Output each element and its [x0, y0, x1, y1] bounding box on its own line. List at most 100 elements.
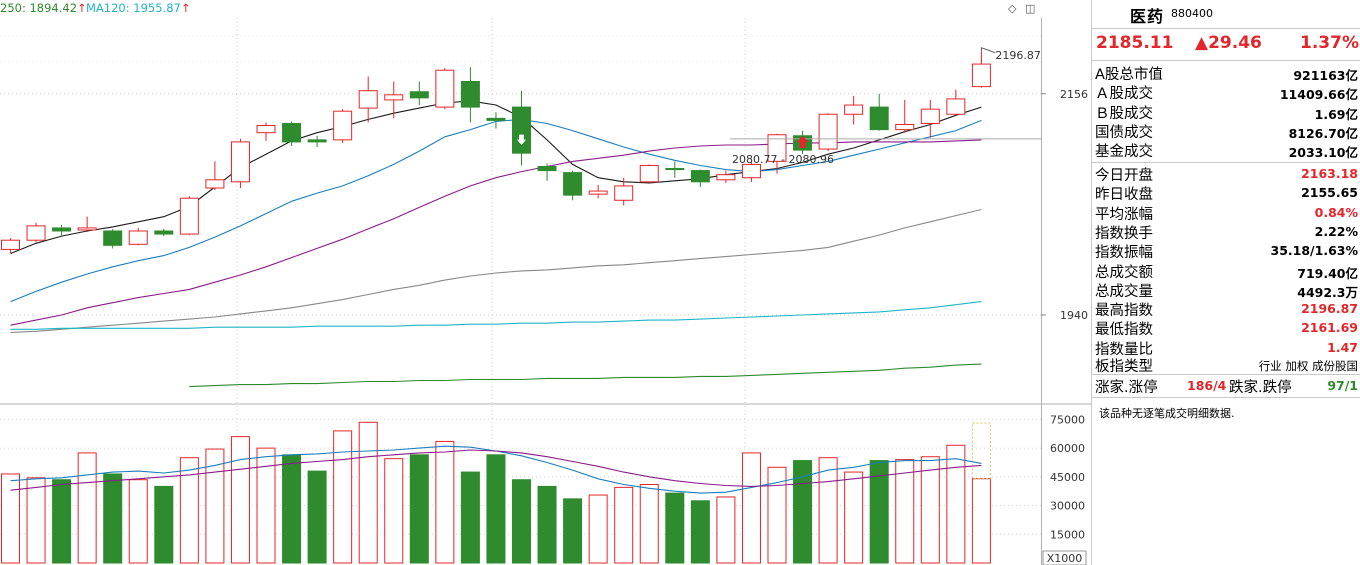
high-leader-line: [980, 47, 996, 54]
candle: [282, 121, 302, 146]
volume-bar: [895, 459, 915, 564]
candle-body: [333, 110, 353, 141]
high-label: 2196.87: [995, 49, 1041, 62]
stat-row: 国债成交 8126.70亿: [1092, 120, 1360, 141]
candle: [179, 196, 199, 236]
window-toggle-icon[interactable]: ◫: [1025, 2, 1036, 15]
stat-label: Ａ股成交: [1095, 86, 1153, 103]
stat-label: Ｂ股成交: [1095, 105, 1153, 122]
sell-signal-arrow: [514, 133, 529, 147]
price-change-pct: 1.37%: [1300, 33, 1359, 53]
candle: [128, 227, 148, 246]
stat-label: 指数量比: [1095, 341, 1153, 358]
candle: [920, 99, 940, 138]
volume-tick-label: 15000: [1050, 528, 1085, 541]
board-type-row: 板指类型 行业 加权 成份股国: [1092, 354, 1360, 375]
down-label: 跌家.跌停: [1229, 380, 1292, 396]
ma-line: [10, 301, 982, 330]
volume-bar: [512, 479, 531, 564]
volume-bar: [537, 485, 557, 564]
volume-bar: [716, 496, 736, 564]
volume-bar: [767, 466, 787, 564]
volume-bar: [1, 473, 20, 564]
stat-value: 2196.87: [1301, 301, 1358, 317]
kline-chart[interactable]: 2156 1940 75000 60000 45000 30000 15000 X1000 2…: [0, 0, 1091, 565]
candle-body: [614, 185, 634, 201]
candle-body: [920, 108, 940, 124]
candle: [971, 51, 991, 88]
candle-body: [869, 106, 889, 131]
stat-label: 国债成交: [1095, 124, 1153, 141]
candle-body: [895, 123, 915, 131]
volume-bar: [154, 485, 174, 564]
divider: [1092, 28, 1360, 29]
candle-body: [179, 197, 199, 235]
candle-body: [971, 63, 991, 88]
candle-body: [256, 125, 276, 134]
candle: [333, 109, 353, 143]
candle-body: [154, 230, 174, 235]
chart-markers: 2196.87 2080.77 - 2080.96: [514, 47, 1041, 166]
stat-value: 4492.3万: [1297, 284, 1358, 300]
volume-tick-label: 30000: [1050, 500, 1085, 513]
candle-body: [77, 227, 97, 231]
volume-bar: [793, 460, 813, 564]
stat-row: 总成交额 719.40亿: [1092, 260, 1360, 281]
volume-bar: [920, 456, 940, 564]
candle-body: [205, 179, 225, 189]
candle-body: [844, 104, 864, 115]
volume-bars: [1, 421, 991, 564]
stat-label: 最低指数: [1095, 322, 1153, 339]
volume-bar: [179, 457, 199, 564]
y-axes: 2156 1940 75000 60000 45000 30000 15000 X1000: [1041, 88, 1088, 565]
volume-bar: [563, 498, 583, 564]
estimated-volume-box: [971, 422, 991, 480]
diamond-icon[interactable]: ◇: [1008, 2, 1017, 15]
stat-row: 基金成交 2033.10亿: [1092, 139, 1360, 161]
candle-body: [486, 117, 506, 121]
candle: [639, 164, 659, 184]
stat-value: 1.47: [1327, 339, 1358, 355]
volume-tick-label: 45000: [1050, 471, 1085, 484]
volume-bar: [869, 460, 889, 564]
candle-body: [52, 227, 72, 232]
stat-row: 指数换手 2.22%: [1092, 221, 1360, 242]
candle: [358, 76, 378, 123]
volume-bar: [358, 421, 378, 564]
board-type-label: 板指类型: [1095, 359, 1153, 375]
candle: [665, 161, 685, 178]
candle-body: [103, 230, 123, 246]
panel-code: 880400: [1171, 7, 1213, 20]
volume-bar: [307, 470, 327, 564]
candle: [844, 95, 864, 125]
stat-row: Ａ股成交 11409.66亿: [1092, 81, 1360, 103]
up-label: 涨家.涨停: [1095, 380, 1158, 396]
stat-label: A股总市值: [1095, 67, 1163, 83]
volume-bar: [384, 458, 404, 564]
candle: [690, 169, 710, 187]
ma-legend-item: 250: 1894.42↑: [0, 1, 87, 15]
stat-row: 今日开盘 2163.18: [1092, 163, 1360, 184]
candle: [230, 138, 250, 188]
candle-body: [537, 165, 557, 172]
candle-body: [26, 225, 46, 241]
candle: [741, 162, 761, 182]
quote-panel: 医药 880400 2185.11 ▲29.46 1.37% A股总市值 9211…: [1091, 0, 1360, 565]
stat-value: 2163.18: [1301, 166, 1358, 181]
candle-body: [588, 190, 608, 195]
candle-body: [741, 163, 761, 179]
up-down-row: 涨家.涨停 186/4 跌家.跌停 97/1: [1092, 375, 1360, 396]
stat-label: 基金成交: [1095, 144, 1153, 161]
candle-body: [128, 230, 148, 245]
stat-label: 指数换手: [1095, 225, 1153, 242]
stat-value: 1.69亿: [1314, 106, 1358, 122]
stat-value: 35.18/1.63%: [1270, 243, 1358, 259]
stat-row: Ｂ股成交 1.69亿: [1092, 101, 1360, 122]
volume-bar: [946, 444, 966, 564]
candle-body: [690, 170, 710, 183]
stat-row: 平均涨幅 0.84%: [1092, 202, 1360, 223]
stat-label: 总成交量: [1095, 283, 1153, 300]
volume-bar: [971, 478, 991, 564]
candle: [869, 93, 889, 131]
price-change: ▲29.46: [1195, 33, 1262, 53]
